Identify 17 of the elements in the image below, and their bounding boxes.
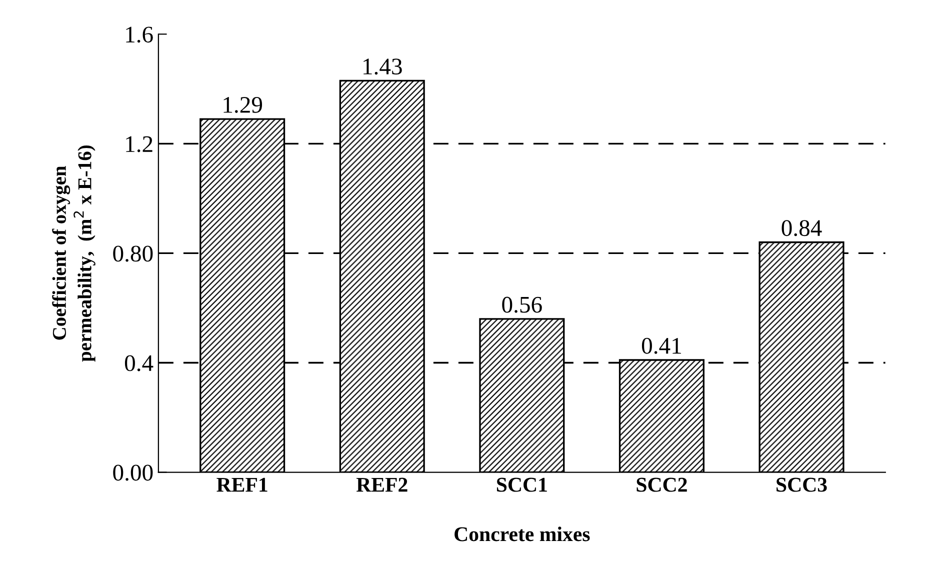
x-tick-label: SCC2 (636, 478, 687, 492)
data-label: 0.84 (782, 220, 822, 236)
y-tick-label: 0.4 (124, 355, 154, 372)
data-label: 0.41 (642, 338, 681, 354)
y-tick-label: 0.80 (113, 246, 153, 262)
x-tick-label: REF2 (356, 478, 408, 492)
data-label: 0.56 (502, 296, 542, 313)
y-tick-label: 0.00 (113, 464, 153, 481)
data-label: 1.43 (364, 58, 402, 75)
x-tick-label: SCC3 (776, 478, 827, 492)
data-label: 1.29 (224, 96, 262, 113)
y-tick-label: 1.2 (126, 136, 152, 152)
x-tick-label: SCC1 (496, 478, 547, 492)
y-tick-label: 1.6 (126, 26, 153, 43)
x-axis-title: Concrete mixes (454, 526, 590, 542)
x-tick-label: REF1 (216, 478, 268, 492)
y-axis-title: Coefficient of oxygen permeability, (m$^{2}$ x E-16) (52, 145, 96, 362)
